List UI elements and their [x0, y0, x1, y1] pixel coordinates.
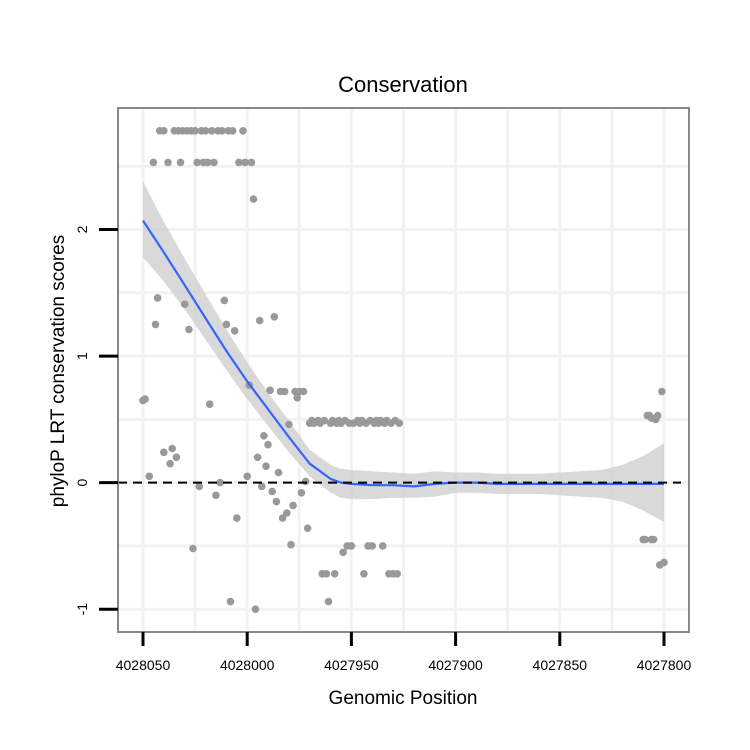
- data-point: [347, 542, 356, 550]
- data-point: [287, 540, 295, 549]
- data-point: [212, 491, 220, 500]
- data-point: [172, 453, 181, 462]
- data-point: [239, 127, 247, 135]
- data-point: [228, 127, 237, 135]
- data-point: [368, 542, 377, 550]
- data-point: [176, 158, 185, 167]
- data-point: [208, 127, 216, 135]
- smooth-line-layer: [118, 219, 681, 488]
- data-point: [653, 411, 662, 420]
- data-point: [658, 387, 666, 396]
- data-point: [253, 453, 262, 462]
- data-point: [145, 472, 154, 481]
- data-point: [166, 459, 174, 468]
- data-point: [191, 127, 199, 135]
- y-tick-label: 0: [74, 478, 90, 486]
- data-point: [320, 416, 329, 425]
- panel-border: [117, 107, 690, 633]
- data-point: [195, 482, 204, 491]
- y-tick-label: -1: [74, 603, 90, 616]
- axes-layer: 4028050 4028000 4027950 4027900 4027850 40278…: [74, 225, 691, 673]
- data-point: [241, 158, 249, 167]
- data-point: [324, 597, 333, 606]
- data-point: [220, 296, 229, 305]
- confidence-band-layer: [143, 181, 664, 522]
- data-point: [247, 158, 256, 167]
- data-point: [203, 158, 212, 167]
- data-point: [151, 320, 160, 329]
- data-point: [303, 524, 312, 532]
- data-point: [201, 127, 210, 135]
- data-point: [216, 478, 224, 487]
- data-point: [168, 444, 176, 453]
- data-point: [210, 158, 218, 167]
- data-point: [264, 440, 272, 449]
- data-point: [270, 313, 279, 321]
- data-point: [283, 509, 291, 517]
- y-axis-label: phyloP LRT conservation scores: [48, 235, 69, 508]
- data-point: [293, 394, 302, 402]
- data-point: [185, 325, 193, 334]
- data-point: [285, 420, 293, 429]
- x-tick-label: 4028000: [220, 657, 275, 673]
- data-point: [226, 597, 235, 606]
- x-axis-label: Genomic Position: [329, 688, 478, 709]
- data-point: [262, 462, 270, 471]
- data-point: [330, 570, 339, 578]
- data-point: [274, 468, 283, 477]
- data-point: [339, 548, 347, 557]
- data-point: [218, 127, 226, 135]
- smooth-line: [142, 219, 664, 488]
- data-point: [255, 316, 264, 325]
- y-tick-label: 2: [74, 225, 90, 233]
- data-point: [641, 535, 649, 544]
- data-point: [378, 542, 387, 550]
- data-point: [180, 300, 189, 309]
- data-point: [141, 395, 149, 403]
- data-point: [160, 127, 168, 135]
- data-point: [189, 544, 197, 553]
- data-point: [322, 570, 331, 578]
- x-tick-label: 4027950: [324, 657, 379, 673]
- points-layer: [139, 127, 668, 613]
- data-point: [205, 400, 214, 409]
- chart-title: Conservation: [338, 72, 468, 97]
- data-point: [268, 487, 277, 496]
- data-point: [360, 570, 368, 578]
- data-point: [233, 514, 241, 522]
- data-point: [395, 419, 404, 428]
- data-point: [149, 158, 158, 167]
- data-point: [297, 489, 306, 497]
- data-point: [243, 472, 251, 481]
- data-point: [301, 477, 310, 486]
- x-tick-label: 4027900: [428, 657, 483, 673]
- data-point: [260, 432, 268, 440]
- data-point: [230, 327, 239, 335]
- data-point: [280, 387, 289, 396]
- data-point: [258, 482, 266, 491]
- data-point: [235, 158, 243, 167]
- x-tick-label: 4028050: [116, 657, 171, 673]
- data-point: [278, 514, 287, 522]
- data-point: [289, 501, 297, 510]
- data-point: [660, 558, 668, 567]
- data-point: [299, 387, 308, 396]
- x-tick-label: 4027800: [637, 657, 692, 673]
- data-point: [222, 320, 231, 329]
- data-point: [193, 158, 201, 167]
- y-tick-label: 1: [74, 352, 90, 360]
- data-point: [249, 195, 258, 203]
- x-tick-label: 4027850: [533, 657, 588, 673]
- data-point: [160, 448, 168, 457]
- confidence-band: [143, 181, 664, 522]
- data-point: [153, 294, 162, 302]
- data-point: [649, 535, 658, 544]
- data-point: [251, 605, 260, 613]
- data-point: [272, 497, 281, 506]
- data-point: [164, 158, 172, 167]
- data-point: [393, 570, 402, 578]
- data-point: [266, 386, 274, 395]
